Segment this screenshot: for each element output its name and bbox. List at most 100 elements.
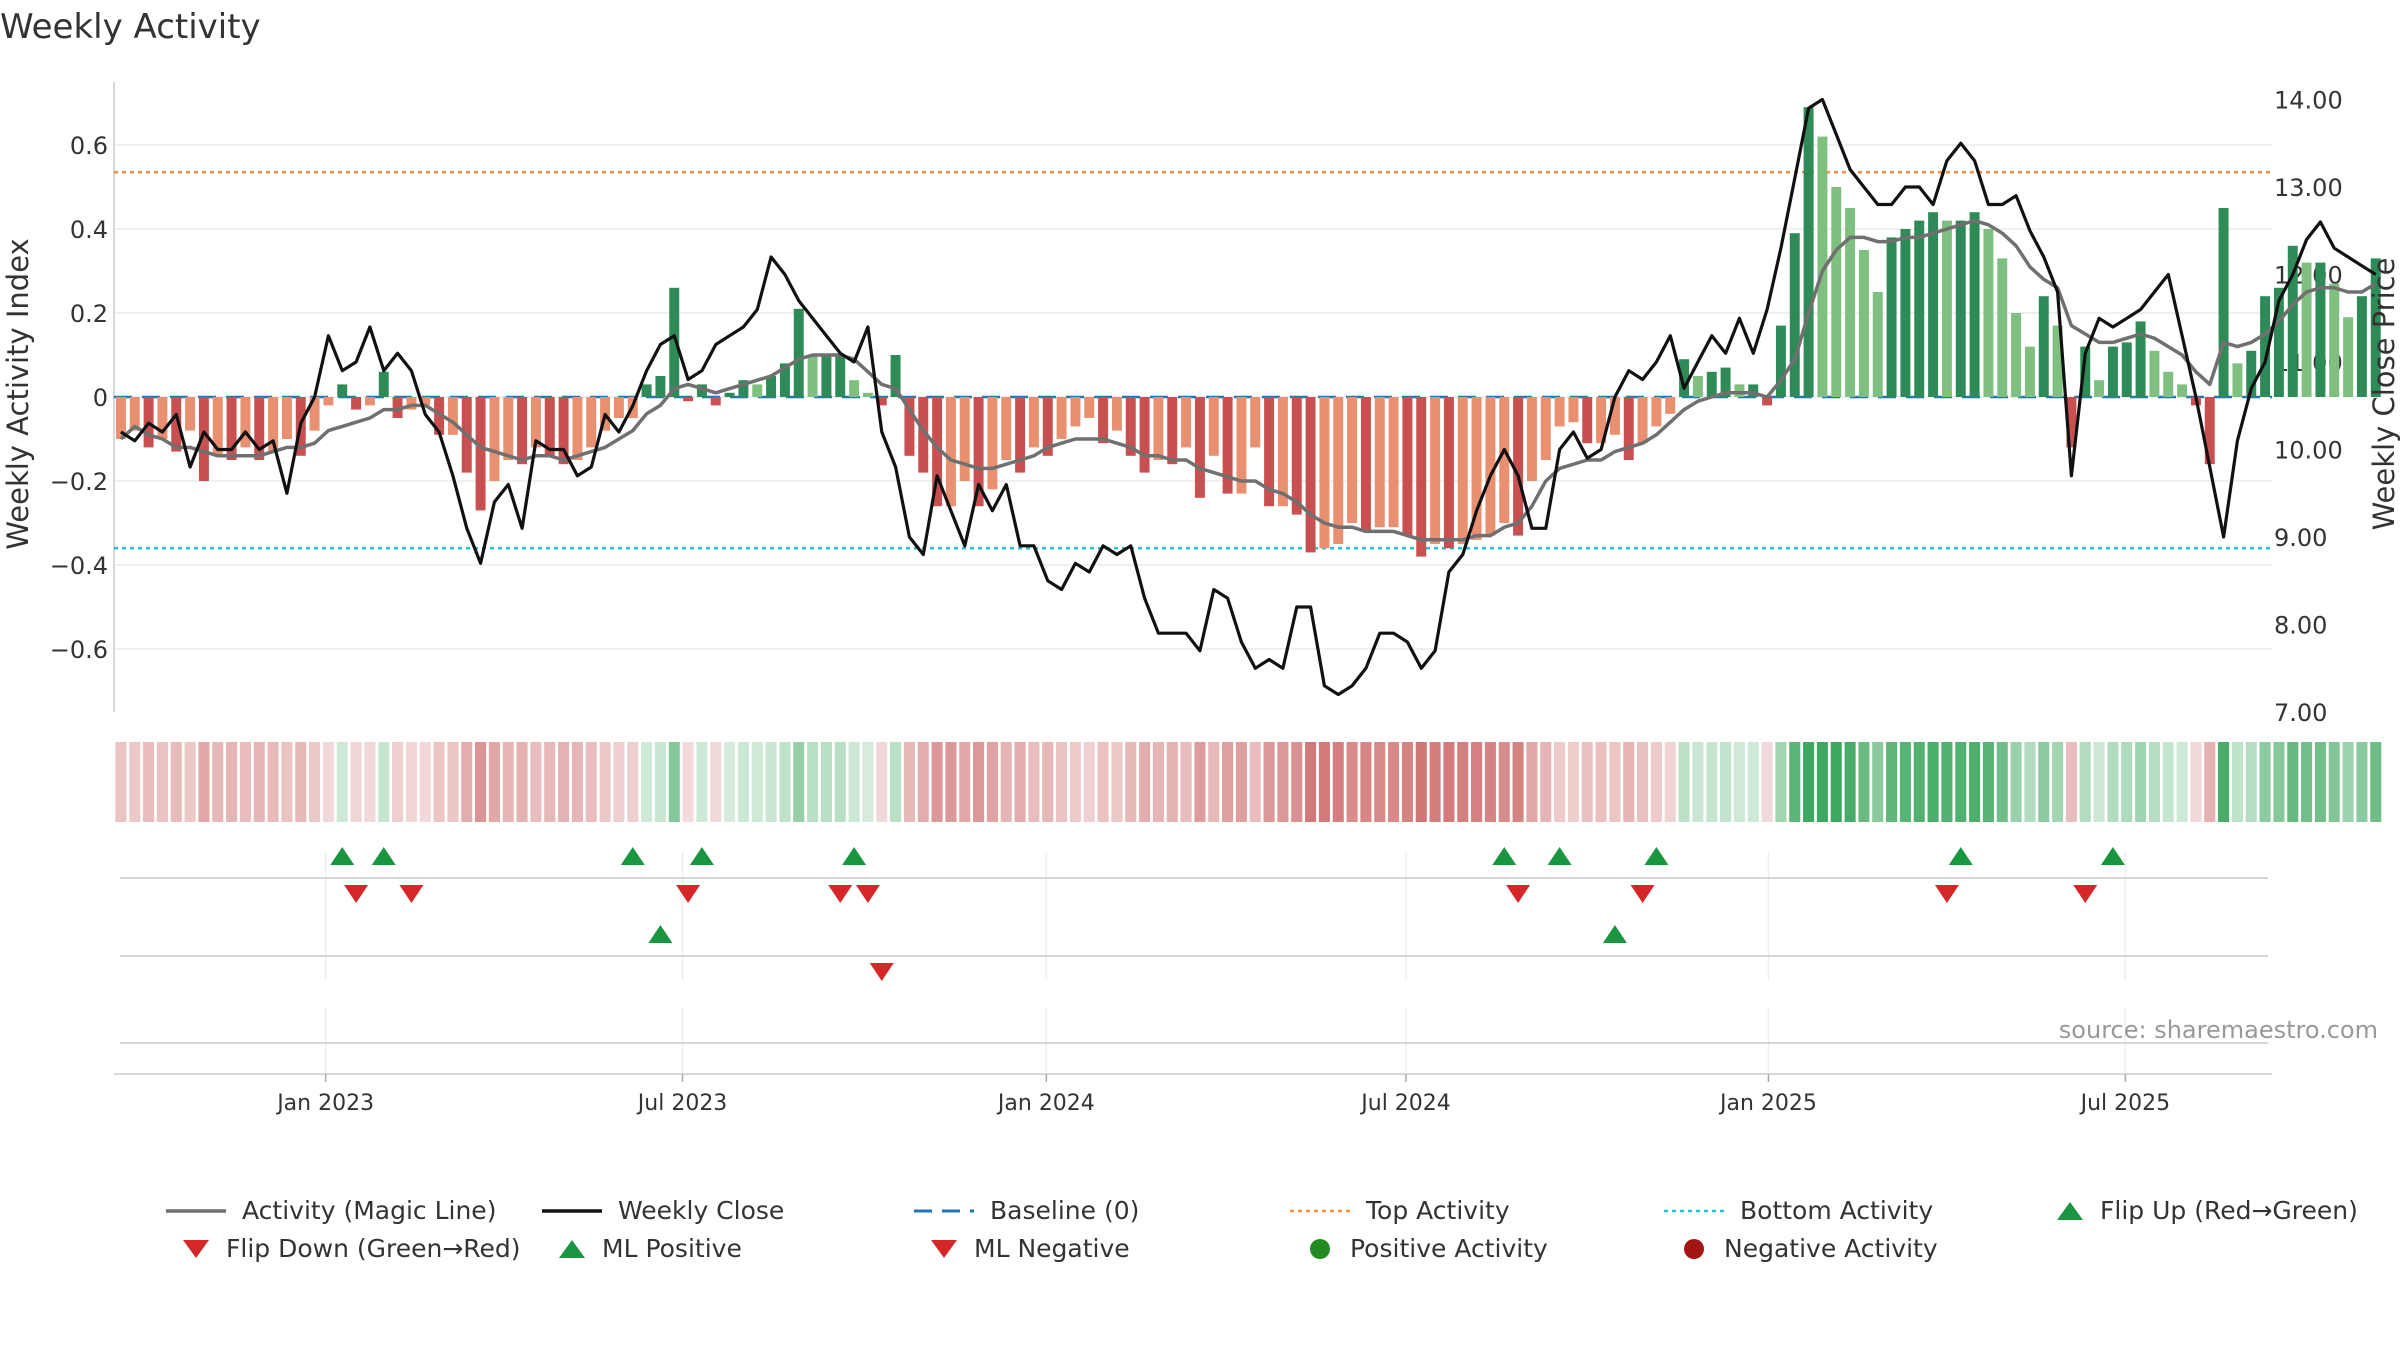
legend-label-top-activity: Top Activity xyxy=(1366,1196,1510,1225)
activity-bar xyxy=(669,287,680,397)
activity-strip-cell xyxy=(779,742,791,822)
activity-bar xyxy=(1706,371,1717,397)
activity-strip-cell xyxy=(1706,742,1718,822)
activity-bar xyxy=(1969,212,1980,397)
activity-strip-cell xyxy=(1360,742,1372,822)
activity-bar xyxy=(849,380,860,397)
activity-bar xyxy=(2232,363,2243,397)
x-tick-label: Jan 2023 xyxy=(275,1091,374,1116)
activity-bar xyxy=(1208,397,1219,456)
y-tick-label-right: 7.00 xyxy=(2274,699,2327,727)
activity-bar xyxy=(268,397,279,452)
activity-strip-cell xyxy=(1042,742,1054,822)
flip-up-marker xyxy=(620,847,645,865)
ml-positive-marker xyxy=(648,925,673,943)
activity-strip-cell xyxy=(1554,742,1566,822)
weekly-close-swatch-icon xyxy=(542,1208,602,1213)
activity-strip-cell xyxy=(170,742,182,822)
activity-bar xyxy=(1983,229,1994,397)
activity-bar xyxy=(1098,397,1109,444)
activity-strip-cell xyxy=(1222,742,1234,822)
activity-strip-cell xyxy=(1000,742,1012,822)
activity-bar xyxy=(1734,384,1745,397)
activity-bar xyxy=(1679,359,1690,397)
activity-strip-cell xyxy=(1595,742,1607,822)
activity-bar xyxy=(918,397,929,473)
activity-bar xyxy=(2052,325,2063,397)
activity-strip-cell xyxy=(143,742,155,822)
activity-bar xyxy=(1374,397,1385,528)
activity-bar xyxy=(1056,397,1067,439)
activity-bar xyxy=(1015,397,1026,473)
activity-bar xyxy=(1388,397,1399,528)
activity-strip-cell xyxy=(1097,742,1109,822)
activity-bar xyxy=(1914,220,1925,397)
activity-bar xyxy=(530,397,541,448)
activity-strip-cell xyxy=(2024,742,2036,822)
activity-bar xyxy=(1139,397,1150,473)
flip-up-marker xyxy=(330,847,355,865)
activity-bar xyxy=(1028,397,1039,448)
activity-strip-cell xyxy=(599,742,611,822)
flip-down-marker xyxy=(344,885,369,903)
activity-strip-cell xyxy=(1858,742,1870,822)
activity-strip-cell xyxy=(461,742,473,822)
activity-bar xyxy=(1886,237,1897,397)
activity-strip-cell xyxy=(1637,742,1649,822)
activity-bar xyxy=(351,397,362,410)
activity-strip-cell xyxy=(1498,742,1510,822)
activity-bars xyxy=(115,107,2381,557)
activity-bar xyxy=(1153,397,1164,460)
legend-label-positive-activity: Positive Activity xyxy=(1350,1234,1548,1263)
activity-strip-cell xyxy=(2038,742,2050,822)
activity-bar xyxy=(364,397,375,406)
activity-bar xyxy=(572,397,583,460)
activity-bar xyxy=(1499,397,1510,523)
activity-bar xyxy=(1554,397,1565,427)
flip-up-marker xyxy=(689,847,714,865)
activity-strip-cell xyxy=(1664,742,1676,822)
activity-strip-cell xyxy=(945,742,957,822)
activity-strip-cell xyxy=(2093,742,2105,822)
activity-bar xyxy=(2329,283,2340,397)
activity-strip-cell xyxy=(917,742,929,822)
activity-strip-cell xyxy=(129,742,141,822)
activity-bar xyxy=(1471,397,1482,540)
activity-strip-cell xyxy=(1526,742,1538,822)
activity-strip-cell xyxy=(1152,742,1164,822)
activity-bar xyxy=(973,397,984,507)
activity-strip-cell xyxy=(2010,742,2022,822)
activity-strip-cell xyxy=(2190,742,2202,822)
baseline-swatch-icon xyxy=(914,1209,974,1212)
activity-strip-cell xyxy=(834,742,846,822)
activity-strip-cell xyxy=(807,742,819,822)
flip-down-marker xyxy=(676,885,701,903)
activity-bar xyxy=(2315,262,2326,397)
activity-strip-cell xyxy=(475,742,487,822)
y-axis-label-right: Weekly Close Price xyxy=(2367,258,2400,531)
activity-strip-cell xyxy=(2370,742,2382,822)
activity-strip-cell xyxy=(1899,742,1911,822)
flip-down-marker xyxy=(1506,885,1531,903)
activity-bar xyxy=(2121,342,2132,397)
activity-strip-cell xyxy=(2079,742,2091,822)
legend-item-bottom-activity: Bottom Activity xyxy=(1664,1196,1933,1225)
activity-bar xyxy=(1001,397,1012,460)
activity-bar xyxy=(793,308,804,397)
activity-bar xyxy=(198,397,209,481)
activity-bar xyxy=(1277,397,1288,507)
activity-bar xyxy=(1955,220,1966,397)
activity-bar xyxy=(115,397,126,439)
activity-strip-cell xyxy=(2314,742,2326,822)
activity-bar xyxy=(696,384,707,397)
y-tick-label-right: 9.00 xyxy=(2274,524,2327,552)
legend-row-2: Flip Down (Green→Red) ML Positive ML Neg… xyxy=(160,1234,2400,1272)
activity-strip-cell xyxy=(1512,742,1524,822)
activity-bar xyxy=(752,384,763,397)
triangle-down-icon xyxy=(931,1239,957,1258)
top-activity-swatch-icon xyxy=(1290,1209,1350,1212)
activity-bar xyxy=(1803,107,1814,397)
activity-bar xyxy=(240,397,251,448)
activity-bar xyxy=(1762,397,1773,406)
